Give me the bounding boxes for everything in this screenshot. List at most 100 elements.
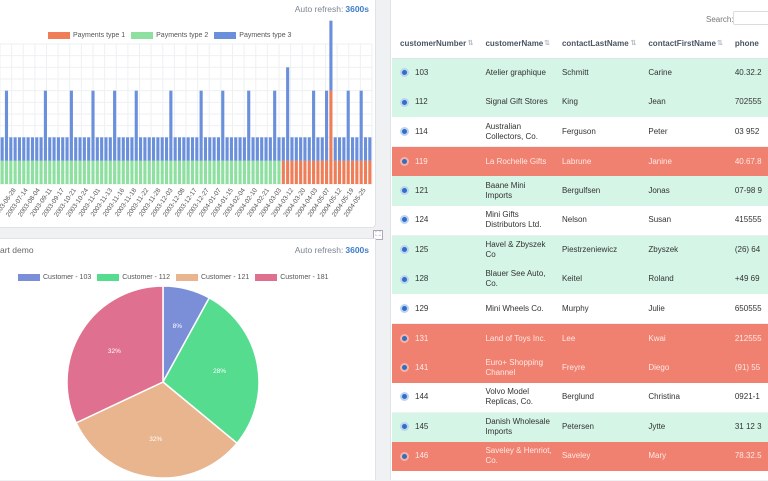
bar-segment-series-3[interactable] — [147, 137, 151, 161]
bar-segment-series-2[interactable] — [208, 160, 212, 184]
expand-row-icon[interactable] — [400, 451, 409, 461]
bar-segment-series-3[interactable] — [212, 137, 216, 161]
bar-segment-series-2[interactable] — [35, 160, 39, 184]
bar-segment-series-3[interactable] — [56, 137, 60, 161]
bar-segment-series-3[interactable] — [104, 137, 108, 161]
bar-segment-series-3[interactable] — [355, 137, 359, 161]
bar-segment-series-2[interactable] — [169, 160, 173, 184]
bar-segment-series-2[interactable] — [30, 160, 34, 184]
refresh-value[interactable]: 3600s — [345, 4, 369, 14]
legend-item-customer-181[interactable]: Customer - 181 — [255, 274, 328, 281]
bar-segment-series-3[interactable] — [199, 90, 203, 161]
bar-segment-series-1[interactable] — [355, 160, 359, 184]
bar-segment-series-2[interactable] — [212, 160, 216, 184]
expand-row-icon[interactable] — [400, 274, 409, 284]
bar-segment-series-3[interactable] — [264, 137, 268, 161]
bar-segment-series-3[interactable] — [195, 137, 199, 161]
bar-segment-series-3[interactable] — [22, 137, 26, 161]
bar-segment-series-3[interactable] — [299, 137, 303, 161]
bar-segment-series-3[interactable] — [91, 90, 95, 161]
bar-segment-series-3[interactable] — [156, 137, 160, 161]
bar-segment-series-2[interactable] — [264, 160, 268, 184]
bar-segment-series-3[interactable] — [242, 137, 246, 161]
bar-segment-series-3[interactable] — [173, 137, 177, 161]
bar-segment-series-2[interactable] — [277, 160, 281, 184]
expand-row-icon[interactable] — [400, 333, 409, 343]
bar-segment-series-3[interactable] — [65, 137, 69, 161]
bar-segment-series-2[interactable] — [91, 160, 95, 184]
bar-segment-series-3[interactable] — [182, 137, 186, 161]
bar-segment-series-3[interactable] — [229, 137, 233, 161]
bar-segment-series-2[interactable] — [139, 160, 143, 184]
sort-icon[interactable]: ⇅ — [544, 40, 550, 48]
bar-segment-series-3[interactable] — [95, 137, 99, 161]
bar-segment-series-1[interactable] — [303, 160, 307, 184]
bar-segment-series-3[interactable] — [329, 20, 333, 91]
bar-segment-series-2[interactable] — [95, 160, 99, 184]
table-row[interactable]: 128 Blauer See Auto, Co. Keitel Roland +49 6… — [392, 264, 768, 294]
bar-segment-series-2[interactable] — [65, 160, 69, 184]
bar-segment-series-1[interactable] — [316, 160, 320, 184]
pie-slice-4[interactable] — [66, 285, 164, 424]
bar-segment-series-3[interactable] — [39, 137, 43, 161]
bar-segment-series-2[interactable] — [190, 160, 195, 184]
bar-segment-series-3[interactable] — [273, 90, 277, 161]
bar-segment-series-3[interactable] — [290, 137, 294, 161]
bar-segment-series-3[interactable] — [203, 137, 208, 161]
expand-row-icon[interactable] — [400, 186, 409, 196]
bar-segment-series-2[interactable] — [221, 160, 225, 184]
bar-segment-series-3[interactable] — [48, 137, 52, 161]
bar-segment-series-3[interactable] — [169, 90, 173, 161]
bar-segment-series-3[interactable] — [100, 137, 104, 161]
bar-segment-series-1[interactable] — [363, 160, 368, 184]
expand-row-icon[interactable] — [400, 422, 409, 432]
legend-item-type2[interactable]: Payments type 2 — [131, 32, 208, 39]
column-header-contact-first-name[interactable]: contactFirstName ⇅ — [640, 30, 727, 59]
bar-segment-series-3[interactable] — [359, 90, 363, 161]
sort-icon[interactable]: ⇅ — [716, 40, 723, 48]
bar-segment-series-3[interactable] — [74, 137, 78, 161]
bar-segment-series-3[interactable] — [307, 137, 311, 161]
bar-segment-series-3[interactable] — [368, 137, 372, 161]
bar-segment-series-2[interactable] — [39, 160, 43, 184]
bar-segment-series-3[interactable] — [294, 137, 298, 161]
table-row[interactable]: 145 Danish Wholesale Imports Petersen Jytte… — [392, 412, 768, 442]
legend-item-type1[interactable]: Payments type 1 — [48, 32, 125, 39]
legend-item-customer-121[interactable]: Customer - 121 — [175, 274, 249, 281]
bar-segment-series-2[interactable] — [234, 160, 238, 184]
bar-segment-series-1[interactable] — [290, 160, 294, 184]
bar-segment-series-3[interactable] — [216, 137, 220, 161]
expand-row-icon[interactable] — [400, 303, 409, 313]
table-row[interactable]: 124 Mini Gifts Distributors Ltd. Nelson Sus… — [392, 205, 768, 236]
bar-segment-series-3[interactable] — [190, 137, 195, 161]
bar-segment-series-2[interactable] — [104, 160, 108, 184]
bar-segment-series-3[interactable] — [286, 67, 290, 161]
refresh-value[interactable]: 3600s — [345, 245, 369, 255]
bar-segment-series-3[interactable] — [82, 137, 86, 161]
bar-segment-series-1[interactable] — [320, 160, 324, 184]
bar-segment-series-3[interactable] — [143, 137, 147, 161]
bar-segment-series-3[interactable] — [152, 137, 156, 161]
bar-segment-series-2[interactable] — [177, 160, 182, 184]
bar-segment-series-2[interactable] — [143, 160, 147, 184]
bar-segment-series-1[interactable] — [342, 160, 346, 184]
column-header-customer-name[interactable]: customerName ⇅ — [477, 30, 554, 59]
bar-segment-series-2[interactable] — [195, 160, 199, 184]
bar-segment-series-3[interactable] — [255, 137, 259, 161]
bar-segment-series-2[interactable] — [43, 160, 47, 184]
bar-segment-series-2[interactable] — [0, 160, 4, 184]
bar-segment-series-3[interactable] — [260, 137, 264, 161]
bar-segment-series-3[interactable] — [17, 137, 22, 161]
bar-segment-series-3[interactable] — [117, 137, 121, 161]
table-row[interactable]: 144 Volvo Model Replicas, Co. Berglund Chri… — [392, 382, 768, 413]
bar-segment-series-1[interactable] — [307, 160, 311, 184]
bar-segment-series-2[interactable] — [273, 160, 277, 184]
bar-segment-series-2[interactable] — [17, 160, 22, 184]
bar-segment-series-3[interactable] — [13, 137, 17, 161]
column-header-contact-last-name[interactable]: contactLastName ⇅ — [553, 30, 641, 59]
bar-segment-series-2[interactable] — [251, 160, 255, 184]
bar-segment-series-3[interactable] — [139, 137, 143, 161]
bar-segment-series-3[interactable] — [134, 90, 138, 161]
bar-segment-series-1[interactable] — [350, 160, 355, 184]
column-header-customer-number[interactable]: customerNumber ⇅ — [392, 30, 478, 59]
